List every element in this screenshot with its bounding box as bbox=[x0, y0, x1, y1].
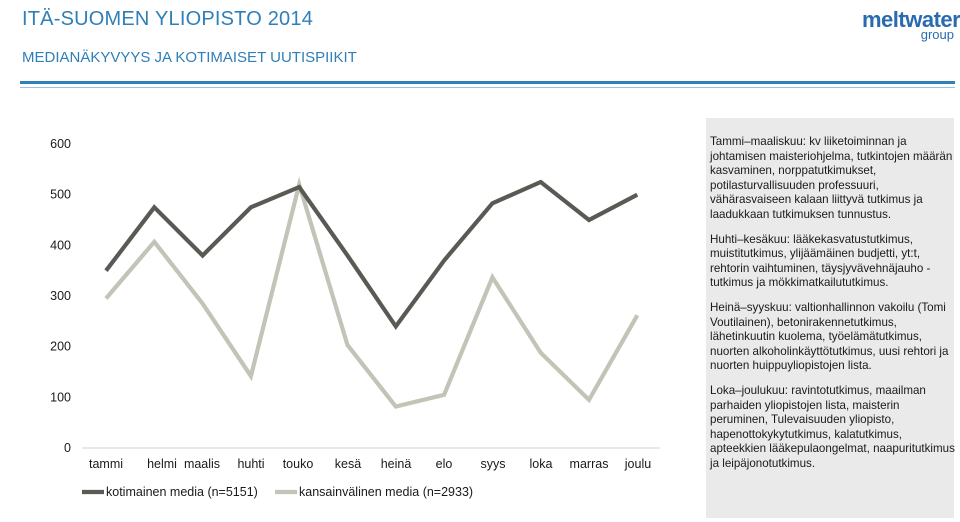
y-tick-label: 100 bbox=[50, 390, 71, 404]
y-tick-label: 600 bbox=[50, 137, 71, 151]
series-line-domestic bbox=[104, 179, 639, 331]
x-tick-label: tammi bbox=[89, 457, 123, 471]
x-tick-label: maalis bbox=[184, 457, 220, 471]
chart-legend: kotimainen media (n=5151) kansainvälinen … bbox=[82, 485, 473, 499]
note-q3: Heinä–syyskuu: valtionhallinnon vakoilu … bbox=[710, 300, 949, 373]
y-tick-label: 500 bbox=[50, 188, 71, 202]
x-tick-label: kesä bbox=[335, 457, 361, 471]
header-rule bbox=[20, 81, 955, 84]
logo-wordmark: meltwater bbox=[862, 7, 960, 32]
x-tick-label: elo bbox=[436, 457, 453, 471]
x-tick-label: touko bbox=[283, 457, 314, 471]
x-tick-label: heinä bbox=[381, 457, 412, 471]
page-title: ITÄ-SUOMEN YLIOPISTO 2014 bbox=[22, 8, 314, 30]
legend-label: kotimainen media (n=5151) bbox=[106, 485, 258, 499]
legend-label: kansainvälinen media (n=2933) bbox=[299, 485, 473, 499]
meltwater-logo: meltwater group bbox=[862, 7, 960, 42]
x-tick-label: syys bbox=[481, 457, 506, 471]
x-tick-label: huhti bbox=[237, 457, 264, 471]
header-rule-thin bbox=[20, 87, 955, 88]
series-line-international bbox=[104, 176, 640, 409]
y-tick-label: 400 bbox=[50, 238, 71, 252]
x-axis-ticks: tammi helmi maalis huhti touko kesä heinä elo sy… bbox=[89, 457, 651, 471]
note-q2: Huhti–kesäkuu: lääkekasvatustutkimus, mu… bbox=[710, 232, 931, 290]
note-q4: Loka–joulukuu: ravintotutkimus, maailman… bbox=[710, 383, 955, 470]
notes-list: Tammi–maaliskuu: kv liiketoiminnan ja jo… bbox=[710, 135, 956, 481]
notes-panel bbox=[706, 118, 954, 518]
x-tick-label: helmi bbox=[147, 457, 177, 471]
note-q1: Tammi–maaliskuu: kv liiketoiminnan ja jo… bbox=[710, 135, 953, 221]
x-tick-label: marras bbox=[570, 457, 609, 471]
y-tick-label: 300 bbox=[50, 289, 71, 303]
page-subtitle: MEDIANÄKYVYYS JA KOTIMAISET UUTISPIIKIT bbox=[22, 49, 357, 66]
x-tick-label: joulu bbox=[624, 457, 651, 471]
y-tick-label: 0 bbox=[64, 441, 71, 455]
y-axis-ticks: 600 500 400 300 200 100 0 bbox=[50, 137, 71, 455]
x-tick-label: loka bbox=[530, 457, 553, 471]
logo-subtext: group bbox=[920, 27, 954, 42]
y-tick-label: 200 bbox=[50, 340, 71, 354]
series-lines bbox=[104, 176, 640, 409]
